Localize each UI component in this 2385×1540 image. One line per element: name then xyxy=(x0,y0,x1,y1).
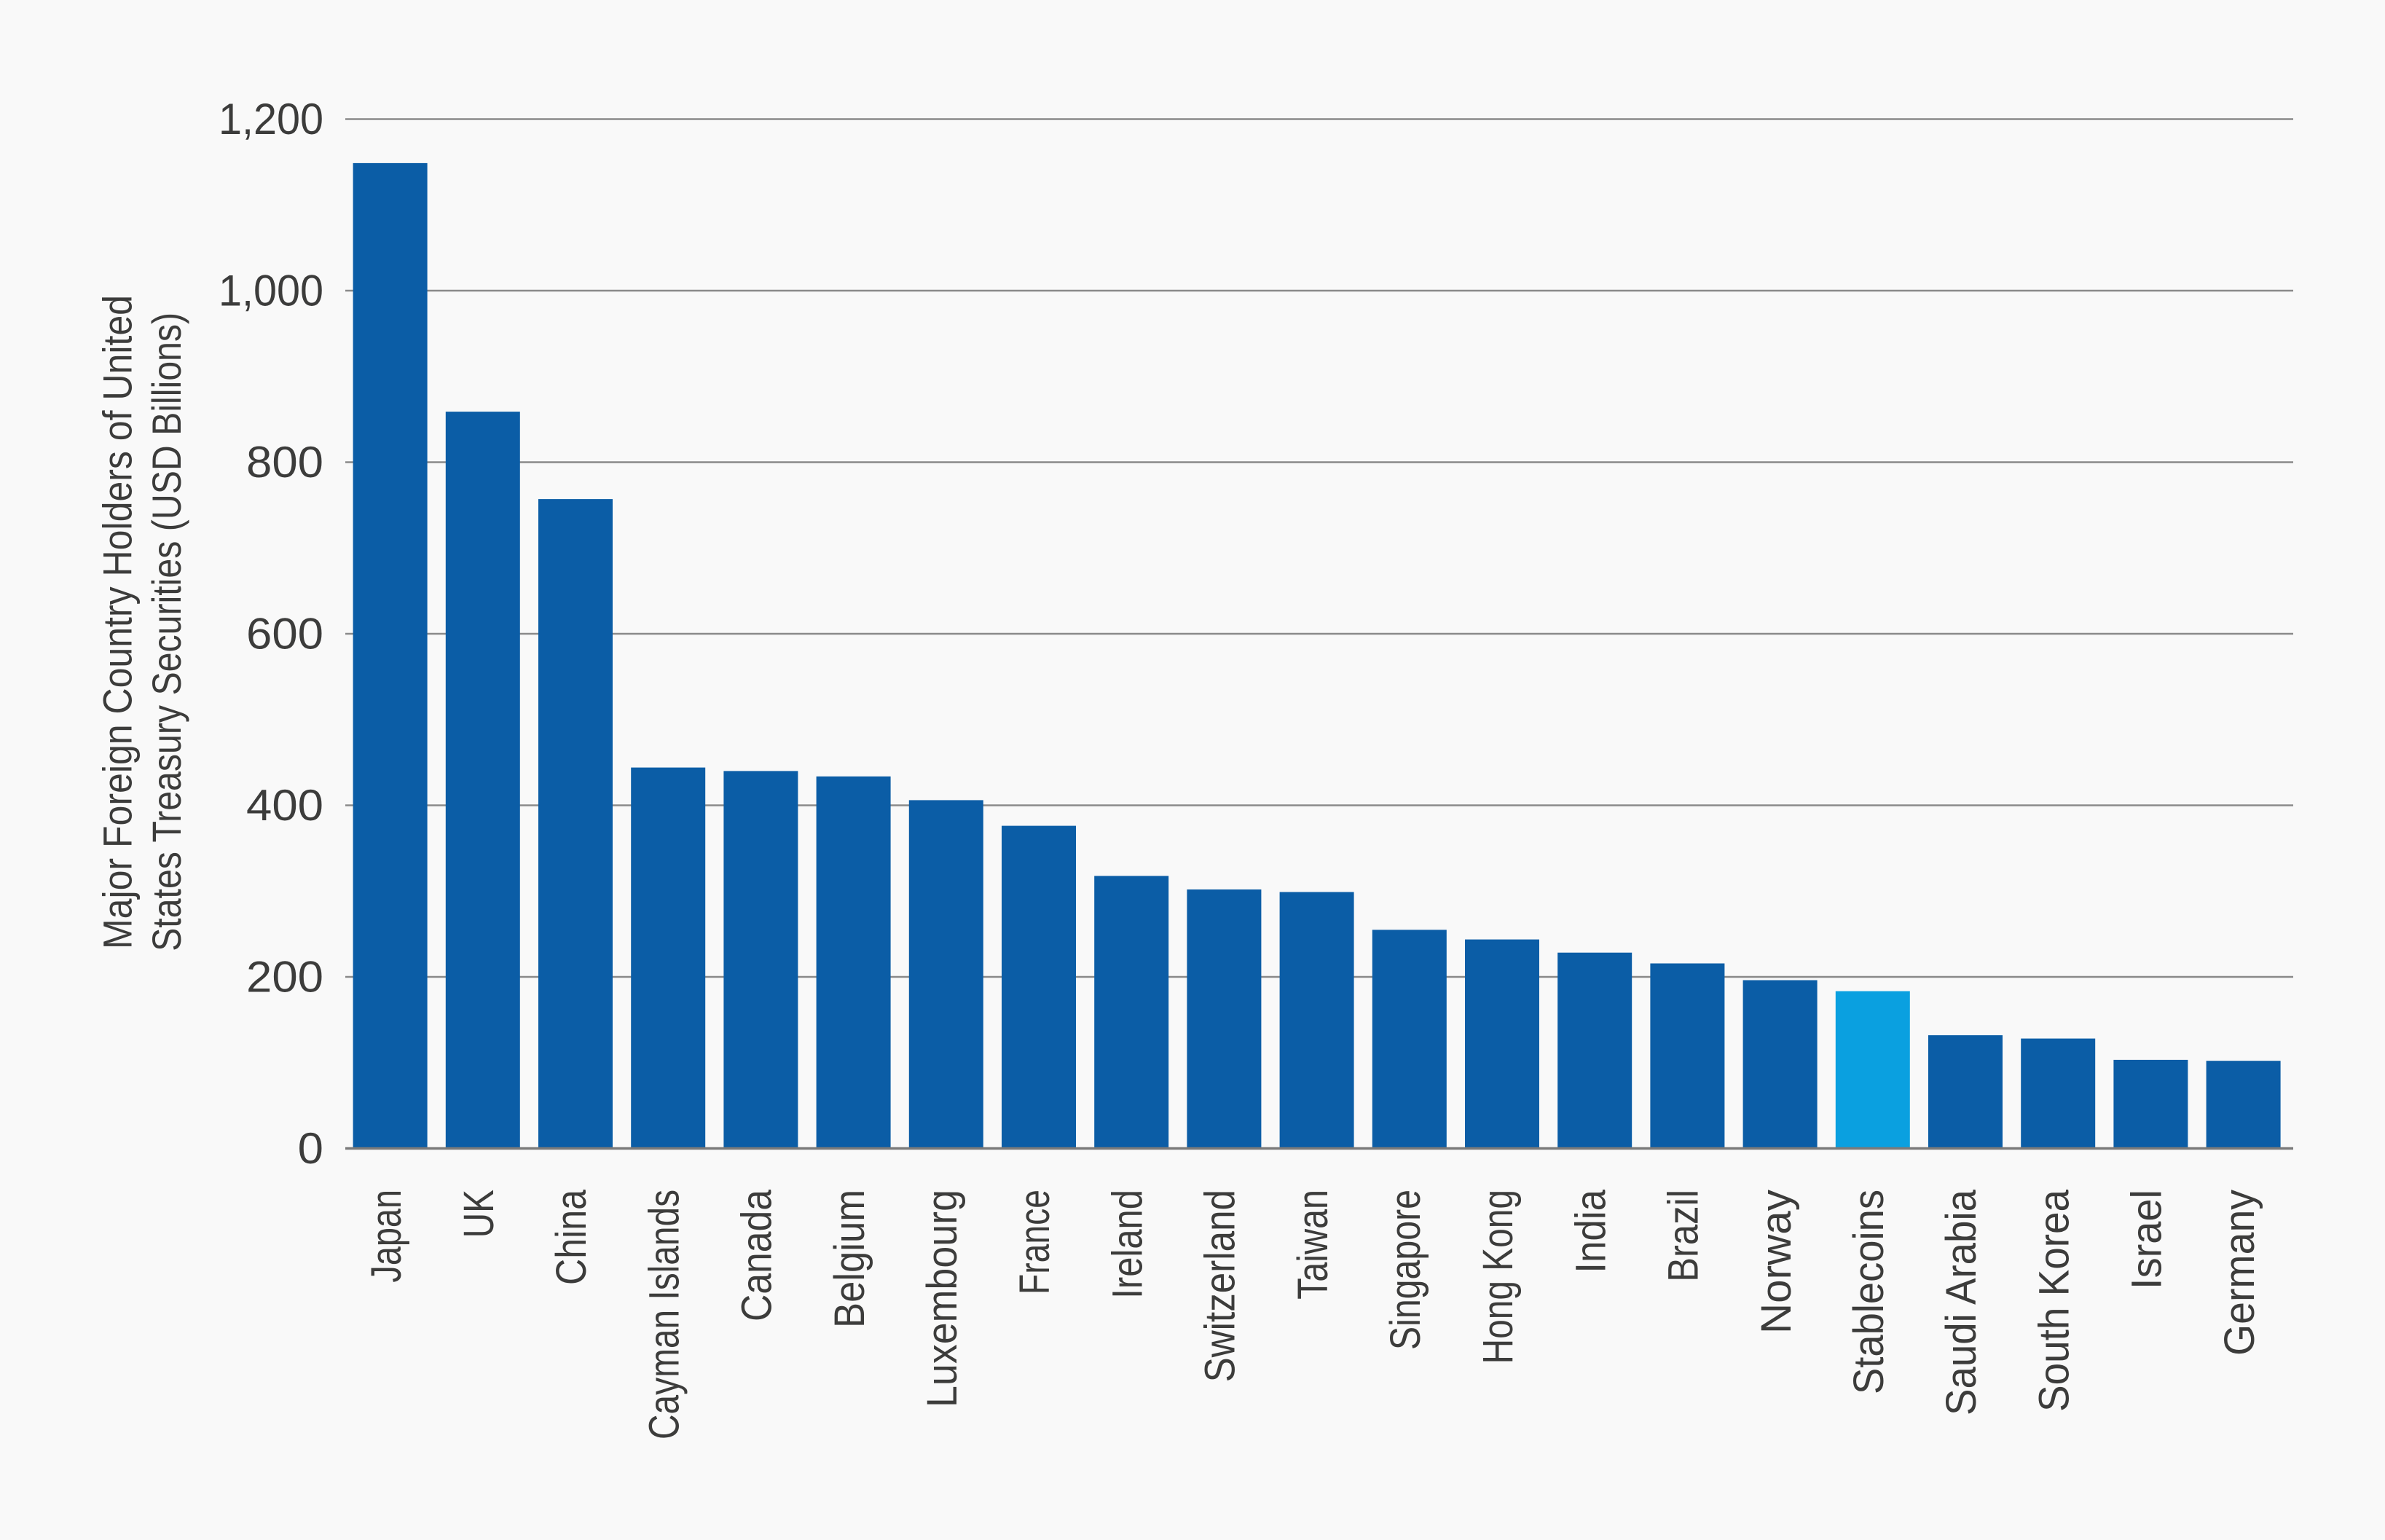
svg-text:South Korea: South Korea xyxy=(2030,1189,2078,1412)
svg-text:Luxembourg: Luxembourg xyxy=(919,1190,966,1407)
svg-text:Belgium: Belgium xyxy=(826,1190,873,1328)
svg-text:Cayman Islands: Cayman Islands xyxy=(640,1190,688,1439)
svg-text:Norway: Norway xyxy=(1753,1190,1800,1334)
svg-text:UK: UK xyxy=(455,1190,503,1238)
svg-text:400: 400 xyxy=(246,781,323,830)
svg-text:Canada: Canada xyxy=(734,1189,781,1321)
svg-text:600: 600 xyxy=(246,610,323,659)
svg-text:Germany: Germany xyxy=(2216,1190,2263,1356)
svg-text:Major Foreign Country Holders: Major Foreign Country Holders of United xyxy=(94,295,140,949)
svg-text:Brazil: Brazil xyxy=(1660,1190,1708,1282)
svg-text:Switzerland: Switzerland xyxy=(1197,1190,1244,1382)
svg-text:Saudi Arabia: Saudi Arabia xyxy=(1938,1189,1985,1415)
svg-text:France: France xyxy=(1011,1190,1058,1295)
svg-text:India: India xyxy=(1567,1189,1614,1273)
svg-text:1,000: 1,000 xyxy=(219,267,323,315)
svg-text:Stablecoins: Stablecoins xyxy=(1845,1190,1893,1394)
svg-text:Israel: Israel xyxy=(2123,1190,2171,1289)
svg-text:200: 200 xyxy=(246,953,323,1002)
svg-text:Hong Kong: Hong Kong xyxy=(1474,1190,1522,1364)
svg-text:Ireland: Ireland xyxy=(1104,1190,1151,1299)
svg-text:Japan: Japan xyxy=(363,1190,410,1283)
svg-text:Taiwan: Taiwan xyxy=(1289,1190,1337,1300)
svg-text:Singapore: Singapore xyxy=(1382,1190,1429,1350)
svg-text:1,200: 1,200 xyxy=(219,95,323,144)
svg-text:China: China xyxy=(548,1189,595,1285)
svg-text:800: 800 xyxy=(246,438,323,487)
svg-text:0: 0 xyxy=(298,1124,323,1173)
svg-text:States Treasury Securities (US: States Treasury Securities (USD Billions… xyxy=(144,313,189,951)
